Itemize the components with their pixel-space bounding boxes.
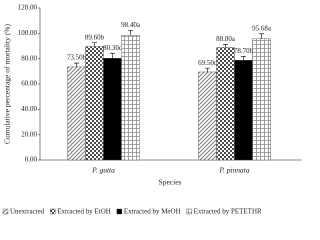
y-axis-label: Cumulative percentage of mortality (%) — [3, 24, 12, 144]
legend-swatch — [116, 208, 123, 215]
y-tick-label: 120.00 — [18, 4, 38, 12]
value-label: 89.60b — [85, 33, 105, 41]
error-bar — [92, 42, 97, 47]
x-tick-label: P. pinnata — [218, 166, 250, 175]
error-bar — [74, 62, 79, 67]
x-axis-label: Species — [159, 178, 182, 187]
value-label: 95.68a — [252, 24, 272, 32]
bar — [198, 71, 217, 161]
error-bar — [259, 33, 264, 39]
bar — [216, 47, 235, 161]
bar — [103, 58, 122, 161]
y-tick-label: 60.00 — [21, 80, 37, 88]
bar — [85, 46, 104, 161]
error-bar — [223, 44, 228, 48]
y-tick-label: 80.00 — [21, 54, 37, 62]
bar — [121, 35, 140, 161]
value-label: 88.80a — [216, 35, 236, 43]
y-tick-label: 20.00 — [21, 130, 37, 138]
y-tick-label: 100.00 — [18, 29, 38, 37]
error-bar — [110, 52, 115, 59]
bar — [234, 60, 253, 161]
bar — [252, 38, 271, 161]
y-tick-label: 0.00 — [25, 156, 38, 164]
legend-swatch — [2, 208, 9, 215]
value-label: 80.30c — [103, 44, 122, 52]
chart: Cumulative percentage of mortality (%) S… — [2, 4, 302, 215]
value-label: 98.40a — [121, 21, 141, 29]
legend-label: Extracted by EtOH — [57, 207, 111, 215]
bar — [67, 66, 86, 161]
legend-label: Extracted by MeOH — [124, 207, 181, 215]
error-bar — [241, 56, 246, 61]
value-label: 69.50c — [198, 59, 217, 67]
error-bar — [128, 29, 133, 36]
legend-label: Extracted by PETETHR — [194, 207, 262, 215]
error-bar — [205, 67, 210, 72]
legend-swatch — [50, 208, 56, 215]
legend-swatch — [186, 208, 192, 215]
legend-label: Unextracted — [10, 207, 45, 215]
x-tick-label: P. gutta — [91, 166, 115, 175]
y-tick-label: 40.00 — [21, 105, 37, 113]
value-label: 78.70b — [234, 47, 254, 55]
value-label: 73.50b — [67, 54, 87, 62]
